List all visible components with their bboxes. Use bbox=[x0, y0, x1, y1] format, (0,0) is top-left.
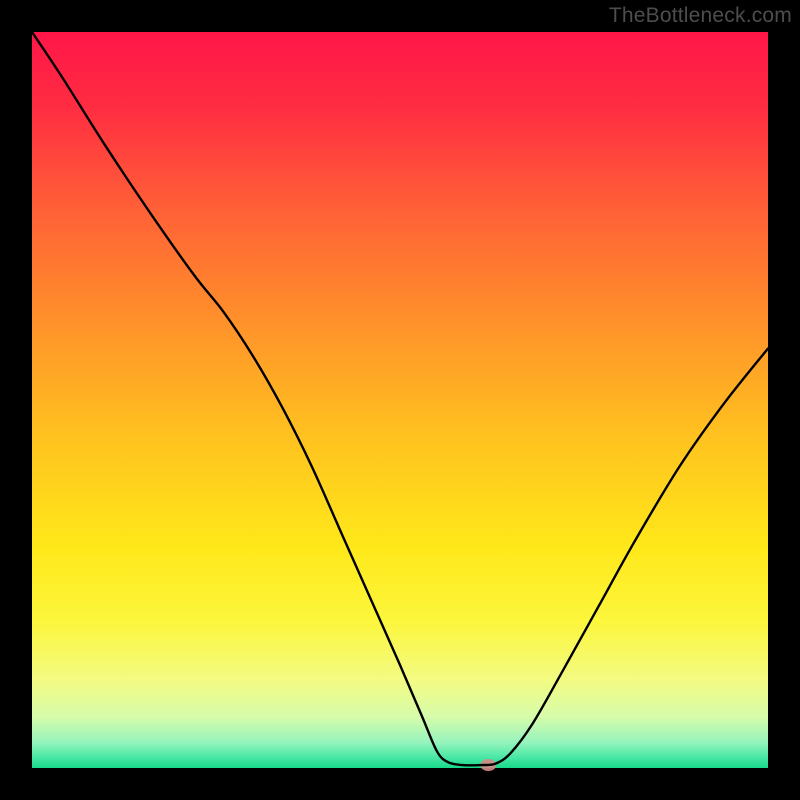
chart-plot-background bbox=[32, 32, 768, 768]
bottleneck-chart bbox=[0, 0, 800, 800]
chart-container: { "watermark": "TheBottleneck.com", "cha… bbox=[0, 0, 800, 800]
